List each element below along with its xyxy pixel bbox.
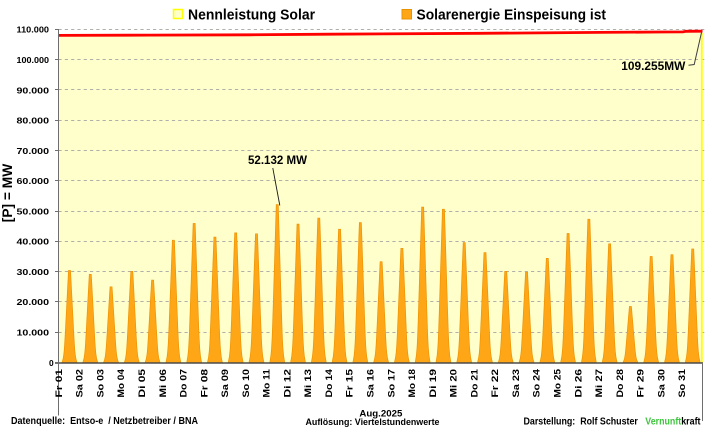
svg-text:Solarenergie Einspeisung ist: Solarenergie Einspeisung ist [417,7,607,23]
svg-text:Sa 02: Sa 02 [75,369,85,398]
svg-text:10.000: 10.000 [17,328,50,338]
svg-text:Sa 16: Sa 16 [366,369,376,398]
svg-text:60.000: 60.000 [17,176,50,186]
svg-text:Di 12: Di 12 [282,369,292,398]
svg-text:109.255MW: 109.255MW [621,61,685,73]
svg-text:50.000: 50.000 [17,206,50,216]
svg-text:Do 07: Do 07 [179,369,189,398]
svg-text:Mo 04: Mo 04 [116,369,126,398]
svg-text:Sa 09: Sa 09 [220,369,230,398]
svg-text:Mo 18: Mo 18 [407,369,417,398]
svg-text:70.000: 70.000 [17,146,50,156]
svg-text:Datenquelle: Entso-e / Netzb: Datenquelle: Entso-e / Netzbetreiber / B… [11,416,198,427]
svg-text:Di 19: Di 19 [428,369,438,398]
svg-text:30.000: 30.000 [17,267,50,277]
svg-text:So 24: So 24 [532,369,542,398]
svg-text:Auflösung: Viertelstundenwerte: Auflösung: Viertelstundenwerte [306,417,440,427]
svg-text:80.000: 80.000 [17,116,50,126]
svg-text:Fr 29: Fr 29 [636,369,646,398]
svg-text:Mi 06: Mi 06 [158,369,168,398]
svg-text:So 03: So 03 [95,369,105,398]
svg-text:Aug.2025: Aug.2025 [359,408,403,419]
svg-text:So 10: So 10 [241,369,251,398]
svg-text:90.000: 90.000 [17,85,50,95]
svg-text:40.000: 40.000 [17,237,50,247]
svg-text:Fr 22: Fr 22 [490,369,500,398]
svg-text:Mo 11: Mo 11 [262,369,272,398]
svg-text:Do 21: Do 21 [469,369,479,398]
svg-text:Do 14: Do 14 [324,369,334,398]
svg-text:So 31: So 31 [677,369,687,398]
svg-text:Mi 27: Mi 27 [594,369,604,398]
svg-text:Mi 20: Mi 20 [449,369,459,398]
svg-text:Darstellung: Rolf Schuster: Darstellung: Rolf Schuster Vernunftkraft [524,417,702,428]
svg-text:Fr 15: Fr 15 [345,369,355,398]
svg-text:Sa 23: Sa 23 [511,369,521,398]
svg-text:Fr 08: Fr 08 [199,369,209,398]
svg-text:[P] = MW: [P] = MW [0,163,15,222]
svg-text:110.000: 110.000 [17,25,50,35]
svg-text:Nennleistung Solar: Nennleistung Solar [188,7,315,23]
svg-text:20.000: 20.000 [17,297,50,307]
svg-text:Di 05: Di 05 [137,369,147,398]
svg-text:Di 26: Di 26 [573,369,583,398]
svg-text:Mo 25: Mo 25 [552,369,562,398]
svg-text:Sa 30: Sa 30 [656,369,666,398]
svg-text:100.000: 100.000 [17,55,50,65]
svg-text:Mi 13: Mi 13 [303,369,313,398]
svg-text:52.132 MW: 52.132 MW [248,155,307,167]
svg-text:Fr 01: Fr 01 [54,369,64,398]
svg-text:0: 0 [49,358,54,368]
svg-text:So 17: So 17 [386,369,396,398]
svg-text:Do 28: Do 28 [615,369,625,398]
